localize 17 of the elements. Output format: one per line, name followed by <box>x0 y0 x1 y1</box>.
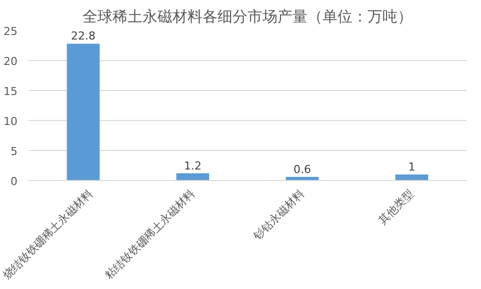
y-tick-label: 0 <box>10 175 18 188</box>
data-label: 1 <box>408 160 416 174</box>
data-label: 0.6 <box>294 162 312 176</box>
x-tick-label: 粘结钕铁硼稀土永磁材料 <box>102 186 198 282</box>
bar <box>66 44 100 180</box>
y-tick-label: 15 <box>4 85 18 98</box>
y-tick-label: 20 <box>4 55 18 68</box>
y-tick-label: 10 <box>4 115 18 128</box>
y-tick-label: 5 <box>10 145 18 158</box>
data-label: 22.8 <box>71 30 96 43</box>
y-tick-label: 25 <box>4 25 18 38</box>
x-tick-label: 其他类型 <box>376 186 416 228</box>
chart-title: 全球稀土永磁材料各细分市场产量（单位：万吨） <box>82 8 412 26</box>
x-tick-label: 烧结钕铁硼稀土永磁材料 <box>0 186 96 282</box>
data-label: 1.2 <box>184 159 202 172</box>
x-tick-label: 钐钴永磁材料 <box>250 186 307 244</box>
bar <box>395 174 428 180</box>
